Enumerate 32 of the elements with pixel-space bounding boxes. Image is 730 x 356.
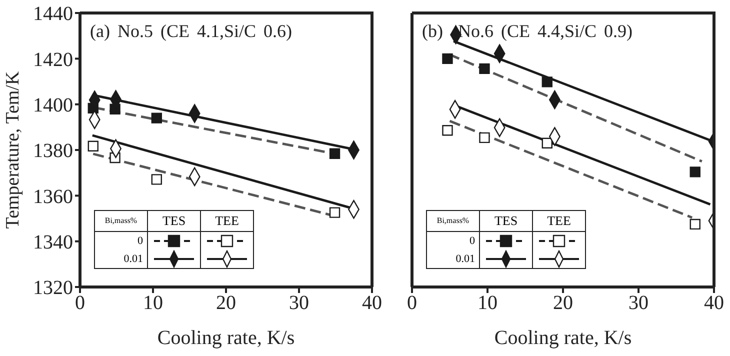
y-tick-label: 1320 xyxy=(33,277,73,300)
y-tick-label: 1400 xyxy=(33,94,73,116)
x-tick-label: 40 xyxy=(362,292,382,314)
x-tick-label: 20 xyxy=(553,292,573,314)
x-tick-label: 10 xyxy=(143,292,163,314)
y-tick-label: 1360 xyxy=(33,186,73,208)
y-axis-title: Temperature, Tem/K xyxy=(2,71,24,229)
y-tick-label: 1420 xyxy=(33,48,73,71)
x-tick-label: 10 xyxy=(478,292,498,314)
legend-title: Bi,mass% xyxy=(427,211,479,232)
y-tick-label: 1440 xyxy=(33,3,73,26)
y-tick-label: 1380 xyxy=(33,140,73,162)
legend-label: 0.01 xyxy=(122,252,143,267)
legend-label: 0.01 xyxy=(454,252,475,267)
x-tick-label: 20 xyxy=(216,292,236,314)
x-tick-label: 30 xyxy=(289,292,309,314)
annotation: TES xyxy=(148,211,200,232)
annotation: TES xyxy=(480,211,532,232)
annotation: TEE xyxy=(201,211,253,232)
text: (a) No.5 (CE 4.1,Si/C 0.6) xyxy=(90,21,292,42)
x-axis-title: Cooling rate, K/s xyxy=(157,327,295,349)
y-tick-label: 1340 xyxy=(33,231,73,254)
text: (b) No.6 (CE 4.4,Si/C 0.9) xyxy=(422,21,632,42)
x-tick-label: 0 xyxy=(407,292,417,314)
legend-label: 0 xyxy=(136,234,143,249)
x-tick-label: 30 xyxy=(628,292,648,314)
legend-title: Bi,mass% xyxy=(95,211,147,232)
x-tick-label: 40 xyxy=(704,292,724,314)
annotation: TEE xyxy=(533,211,585,232)
legend-label: 0 xyxy=(468,234,475,249)
x-axis-title: Cooling rate, K/s xyxy=(494,327,632,349)
x-tick-label: 0 xyxy=(75,292,85,314)
